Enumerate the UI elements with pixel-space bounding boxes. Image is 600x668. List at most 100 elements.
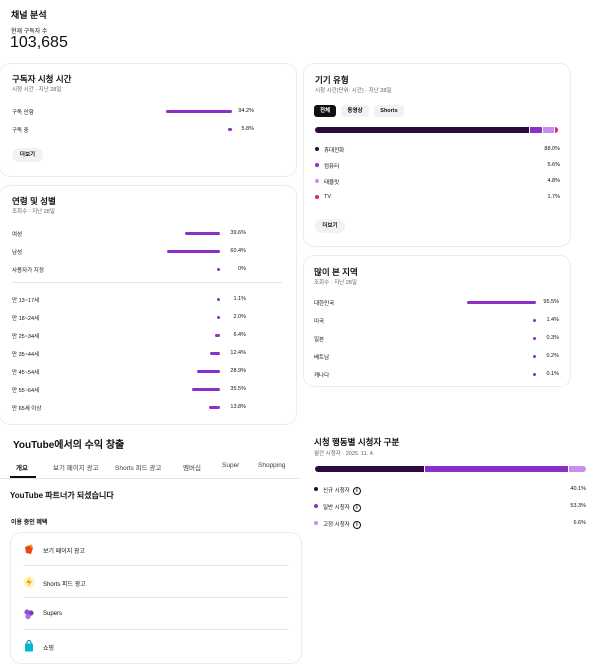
age-row-percent: 2.0% [233,314,246,320]
watch-time-row-bar [166,110,232,113]
viewer-legend-row-segment [568,466,586,472]
device-legend-row-dot-icon [315,163,319,167]
device-card: 기기 유형 시청 시간(단위: 시간) · 지난 28일 전체 동영상 Shor… [304,64,570,246]
region-row-percent: 0.3% [546,335,559,341]
viewer-legend-row: 일반 시청자 i 53.3% [314,501,587,512]
age-row-bar [217,298,220,301]
viewer-legend-row-percent: 40.1% [570,486,586,492]
device-legend-row: 컴퓨터 5.6% [315,160,560,170]
region-row-percent: 0.1% [546,371,559,377]
device-legend-row-dot-icon [315,195,319,199]
region-row: 베트남 0.2% [314,351,559,361]
watch-time-card: 구독자 시청 시간 시청 시간 · 지난 28일 구독 안함 94.2% 구독 중 5… [0,64,296,176]
region-row-percent: 95.5% [543,299,559,305]
gender-row-percent: 0% [238,266,246,272]
age-row-label: 만 55~64세 [12,388,40,394]
info-icon[interactable]: i [352,520,361,529]
viewer-legend-row-percent: 6.6% [573,520,586,526]
age-gender-card: 연령 및 성별 조회수 · 지난 28일 여성 39.6% 남성 60.4% 사용자가 … [0,186,296,424]
region-row: 캐나다 0.1% [314,369,559,379]
watch-time-row-percent: 94.2% [238,108,254,114]
age-row-percent: 35.5% [230,386,246,392]
watch-time-rows: 구독 안함 94.2% 구독 중 5.8% [12,106,254,136]
region-row: 대한민국 95.5% [314,297,559,307]
device-chip-video[interactable]: 동영상 [341,105,369,117]
gender-row-bar [217,268,220,271]
device-legend-row-percent: 5.6% [547,162,560,168]
age-row-percent: 6.4% [233,332,246,338]
device-legend-row-label: 휴대전화 [324,148,345,154]
device-legend-row: 태블릿 4.8% [315,176,560,186]
gender-row-percent: 60.4% [230,248,246,254]
tab-shopping[interactable]: Shopping [258,462,286,469]
viewer-legend-rows: 신규 시청자 i 40.1% 일반 시청자 i 53.3% 고정 시청자 i 6.6% [314,484,587,534]
region-row: 일본 0.3% [314,333,559,343]
info-icon[interactable]: i [352,503,361,512]
device-stacked-bar [315,127,558,133]
gender-row: 여성 39.6% [12,228,248,238]
regions-subtitle: 조회수 · 지난 28일 [314,280,357,286]
device-legend-rows: 휴대전화 88.0% 컴퓨터 5.6% 태블릿 4.8% TV 1.7% [315,144,560,204]
region-row-label: 일본 [314,337,325,343]
age-row-label: 만 35~44세 [12,352,40,358]
info-icon[interactable]: i [352,486,361,495]
watch-time-more-button[interactable]: 더보기 [12,148,43,162]
benefit-label: 쇼핑 [43,646,55,652]
device-legend-row-dot-icon [315,147,319,151]
subscriber-count-value: 103,685 [10,34,68,51]
benefit-label: Supers [43,611,63,617]
benefit-label: Shorts 피드 광고 [43,582,86,588]
viewer-legend-row-label: 고정 시청자 i [323,520,361,529]
tab-super[interactable]: Super [222,462,240,469]
watch-time-row-label: 구독 중 [12,128,29,134]
page-title: 채널 분석 [11,10,47,20]
region-row-percent: 1.4% [546,317,559,323]
viewer-legend-row-segment [315,466,424,472]
region-row-label: 미국 [314,319,325,325]
benefits-card: 보기 페이지 광고 Shorts 피드 광고 Supers 쇼핑 [11,533,301,663]
gender-row-label: 사용자가 지정 [12,268,44,274]
viewer-legend-row-percent: 53.3% [570,503,586,509]
age-row-label: 만 45~54세 [12,370,40,376]
viewer-legend-row-segment [423,466,569,472]
tab-memberships[interactable]: 멤버십 [183,465,201,472]
watch-time-title: 구독자 시청 시간 [12,74,72,84]
device-legend-row-segment [528,127,543,133]
age-row: 만 18~24세 2.0% [12,312,248,322]
viewer-legend-row: 신규 시청자 i 40.1% [314,484,587,495]
supers-icon [23,608,35,620]
monetization-title: YouTube에서의 수익 창출 [13,440,125,451]
shopping-icon [23,640,35,652]
age-row-bar [196,370,220,373]
gender-row-label: 남성 [12,250,23,256]
tab-watch-page-ads[interactable]: 보기 페이지 광고 [53,465,99,472]
device-subtitle: 시청 시간(단위: 시간) · 지난 28일 [315,88,392,94]
watch-time-row-percent: 5.8% [241,126,254,132]
age-row: 만 35~44세 12.4% [12,348,248,358]
device-legend-row-percent: 4.8% [547,178,560,184]
device-legend-row-percent: 88.0% [544,146,560,152]
tab-overview[interactable]: 개요 [16,465,28,472]
device-chip-all[interactable]: 전체 [314,105,336,117]
age-row-bar [191,388,220,391]
age-row: 만 25~34세 6.4% [12,330,248,340]
region-row-bar [533,319,536,322]
region-row-label: 대한민국 [314,301,335,307]
watch-page-ads-icon [23,543,35,555]
device-more-button[interactable]: 더보기 [315,219,345,233]
watch-time-row: 구독 안함 94.2% [12,106,254,116]
gender-row-bar [166,250,220,253]
benefit-label: 보기 페이지 광고 [43,549,85,555]
region-rows: 대한민국 95.5% 미국 1.4% 일본 0.3% 베트남 0.2% 캐나다 0.1% [314,297,559,382]
tab-shorts-feed-ads[interactable]: Shorts 피드 광고 [115,465,162,472]
region-row-bar [533,355,536,358]
region-row-bar [533,373,536,376]
device-title: 기기 유형 [315,75,349,85]
region-row-bar [533,337,536,340]
device-chip-shorts[interactable]: Shorts [374,105,404,117]
age-row-bar [217,316,220,319]
device-legend-row-label: TV [324,194,332,200]
gender-row: 남성 60.4% [12,246,248,256]
device-legend-row-percent: 1.7% [547,194,560,200]
gender-rows: 여성 39.6% 남성 60.4% 사용자가 지정 0% [12,228,248,282]
